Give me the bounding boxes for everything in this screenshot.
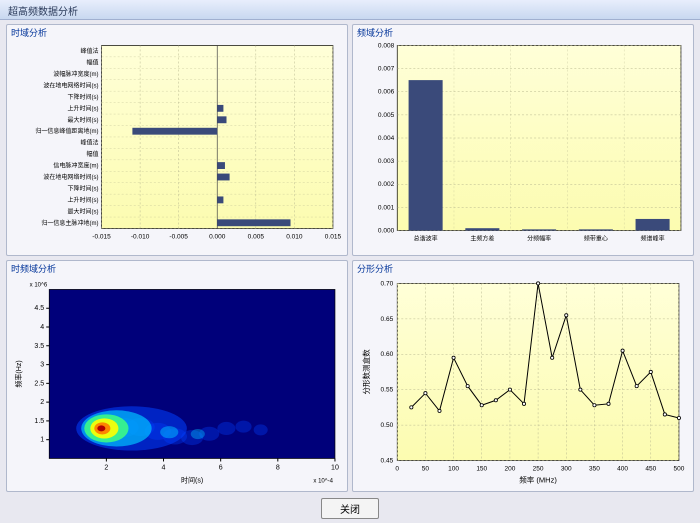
svg-text:4: 4 [40, 324, 44, 331]
svg-text:0.60: 0.60 [381, 351, 394, 358]
svg-text:350: 350 [589, 466, 600, 473]
svg-text:-0.015: -0.015 [92, 234, 111, 241]
svg-text:归一信息峰值距离地(m): 归一信息峰值距离地(m) [35, 127, 98, 135]
svg-text:下降时间(s): 下降时间(s) [67, 184, 98, 192]
panel-fractal: 分形分析 0501001502002503003504004505000.450… [352, 260, 694, 492]
svg-text:0.50: 0.50 [381, 422, 394, 429]
svg-text:上升时间(s): 上升时间(s) [67, 196, 98, 204]
svg-text:x 10^6: x 10^6 [30, 282, 48, 288]
chart-fractal: 0 50 100 150 200 250 300 350 400 450 500 0.45 0.50 0.… [357, 275, 689, 487]
svg-text:总谐波率: 总谐波率 [414, 235, 438, 243]
chart-spectrogram: 2 4 6 8 10 1 1.5 2 2.5 3 3.5 4 4.5 时间(s) x 10^-4 x 10^6… [11, 275, 343, 487]
svg-text:归一信息主脉冲地(m): 归一信息主脉冲地(m) [41, 219, 98, 227]
svg-text:0.45: 0.45 [381, 457, 394, 464]
window-title: 超高频数据分析 [8, 7, 78, 18]
svg-text:最大时间(s): 最大时间(s) [67, 207, 98, 215]
svg-text:0: 0 [395, 466, 399, 473]
svg-text:300: 300 [561, 466, 572, 473]
svg-text:1: 1 [40, 437, 44, 444]
svg-text:频率 (MHz): 频率 (MHz) [519, 475, 557, 485]
chart-time-domain: -0.015 -0.010 -0.005 0.000 0.005 0.010 0.015 峰值… [11, 39, 343, 251]
svg-text:频谱峰率: 频谱峰率 [641, 235, 665, 243]
svg-text:3: 3 [40, 362, 44, 369]
svg-text:2.5: 2.5 [34, 380, 44, 387]
footer: 关闭 [6, 496, 694, 519]
svg-text:频带重心: 频带重心 [584, 235, 608, 243]
svg-text:波在地电网络时间(s): 波在地电网络时间(s) [43, 173, 98, 181]
svg-text:时间(s): 时间(s) [181, 476, 203, 485]
chart-freq-domain: 0.000 0.001 0.002 0.003 0.004 0.005 0.006 0.007… [357, 39, 689, 251]
svg-text:0.007: 0.007 [378, 66, 395, 73]
svg-text:400: 400 [617, 466, 628, 473]
svg-text:0.010: 0.010 [286, 234, 303, 241]
svg-text:2: 2 [40, 399, 44, 406]
svg-text:幅值: 幅值 [86, 150, 98, 158]
panel-title-fractal: 分形分析 [357, 262, 393, 275]
svg-text:0.004: 0.004 [378, 135, 395, 142]
svg-text:0.000: 0.000 [378, 228, 395, 235]
window-titlebar: 超高频数据分析 [0, 0, 700, 20]
svg-text:峰值法: 峰值法 [80, 139, 98, 147]
svg-text:-0.010: -0.010 [131, 234, 150, 241]
panel-title-freq: 频域分析 [357, 26, 393, 39]
svg-text:0.000: 0.000 [209, 234, 226, 241]
svg-text:150: 150 [476, 466, 487, 473]
svg-text:0.002: 0.002 [378, 181, 395, 188]
svg-text:2: 2 [104, 465, 108, 472]
svg-text:0.006: 0.006 [378, 89, 395, 96]
svg-text:0.001: 0.001 [378, 204, 395, 211]
panel-freq-domain: 频域分析 0.000 0.001 0.002 0.003 0.004 0.005 0.006… [352, 24, 694, 256]
svg-text:0.015: 0.015 [325, 234, 342, 241]
svg-text:x 10^-4: x 10^-4 [313, 479, 333, 485]
svg-text:100: 100 [448, 466, 459, 473]
svg-text:频率(Hz): 频率(Hz) [14, 360, 23, 387]
svg-text:3.5: 3.5 [34, 343, 44, 350]
content-grid: 时域分析 -0.015 -0.010 -0.005 0.000 0.005 0.010 0.… [0, 20, 700, 523]
svg-text:0.003: 0.003 [378, 158, 395, 165]
svg-text:6: 6 [219, 465, 223, 472]
svg-text:4: 4 [162, 465, 166, 472]
svg-text:幅值: 幅值 [86, 59, 98, 67]
svg-text:250: 250 [533, 466, 544, 473]
svg-text:0.70: 0.70 [381, 280, 394, 287]
svg-text:50: 50 [422, 466, 430, 473]
svg-text:峰值法: 峰值法 [80, 47, 98, 55]
svg-text:450: 450 [645, 466, 656, 473]
svg-text:10: 10 [331, 465, 339, 472]
panel-time-domain: 时域分析 -0.015 -0.010 -0.005 0.000 0.005 0.010 0.… [6, 24, 348, 256]
svg-text:4.5: 4.5 [34, 305, 44, 312]
svg-text:分形数测盒数: 分形数测盒数 [361, 349, 371, 395]
svg-text:1.5: 1.5 [34, 418, 44, 425]
svg-text:0.005: 0.005 [378, 112, 395, 119]
svg-text:8: 8 [276, 465, 280, 472]
svg-text:分频幅率: 分频幅率 [527, 235, 551, 243]
svg-text:主频方差: 主频方差 [470, 235, 494, 243]
svg-text:0.005: 0.005 [248, 234, 265, 241]
svg-text:500: 500 [674, 466, 685, 473]
svg-text:上升时间(s): 上升时间(s) [67, 104, 98, 112]
close-button[interactable]: 关闭 [321, 498, 379, 519]
svg-text:0.55: 0.55 [381, 387, 394, 394]
panel-time-freq: 时频域分析 2 4 6 8 10 1 1.5 2 2.5 3 3.5 4 4.5 时间(s) x 10^-4… [6, 260, 348, 492]
svg-text:-0.005: -0.005 [169, 234, 188, 241]
svg-text:最大时间(s): 最大时间(s) [67, 116, 98, 124]
svg-text:0.65: 0.65 [381, 316, 394, 323]
svg-text:200: 200 [504, 466, 515, 473]
svg-text:下降时间(s): 下降时间(s) [67, 93, 98, 101]
svg-text:波在地电网络时间(s): 波在地电网络时间(s) [43, 81, 98, 89]
panel-title-timefreq: 时频域分析 [11, 262, 56, 275]
svg-text:信电脉冲宽度(m): 信电脉冲宽度(m) [53, 162, 98, 170]
svg-text:0.008: 0.008 [378, 42, 395, 49]
svg-text:波幅脉冲宽度(m): 波幅脉冲宽度(m) [53, 70, 98, 78]
panel-title-time: 时域分析 [11, 26, 47, 39]
